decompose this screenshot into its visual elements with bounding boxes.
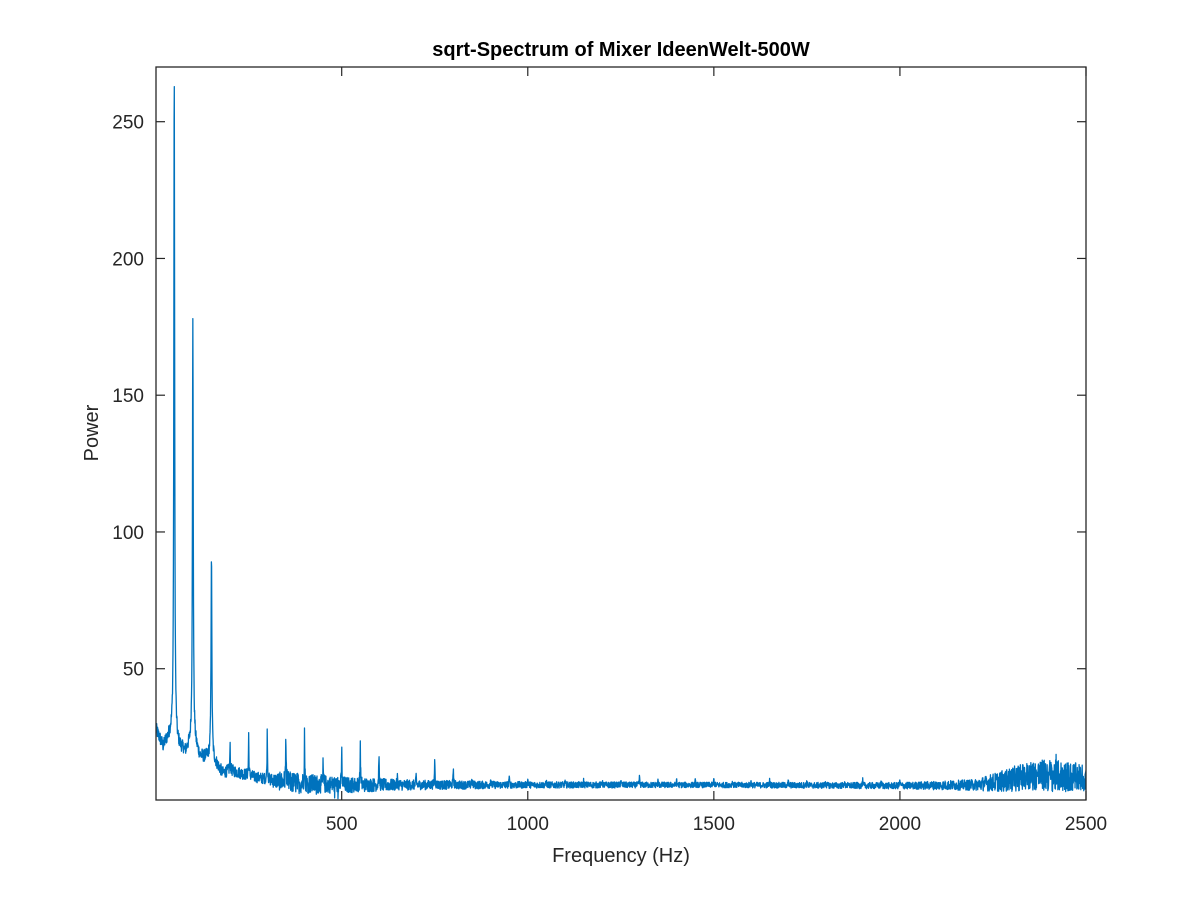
x-tick-label: 2500 [1065, 814, 1107, 835]
plot-area [156, 67, 1086, 800]
y-axis-label: Power [81, 404, 103, 461]
chart-title: sqrt-Spectrum of Mixer IdeenWelt-500W [432, 39, 810, 61]
x-tick-label: 500 [326, 814, 358, 835]
spectrum-line [156, 85, 1086, 800]
x-axis-label: Frequency (Hz) [552, 845, 690, 867]
y-tick-label: 100 [112, 523, 144, 544]
y-tick-label: 200 [112, 249, 144, 270]
x-tick-label: 1500 [693, 814, 735, 835]
y-tick-label: 250 [112, 113, 144, 134]
tick-layer: 500 1000 1500 2000 2500 50 100 150 200 250 [112, 67, 1107, 835]
x-tick-label: 2000 [879, 814, 921, 835]
y-tick-label: 150 [112, 386, 144, 407]
x-tick-label: 1000 [507, 814, 549, 835]
axes-box [155, 66, 1087, 801]
series-layer [156, 85, 1086, 800]
y-tick-label: 50 [123, 660, 144, 681]
